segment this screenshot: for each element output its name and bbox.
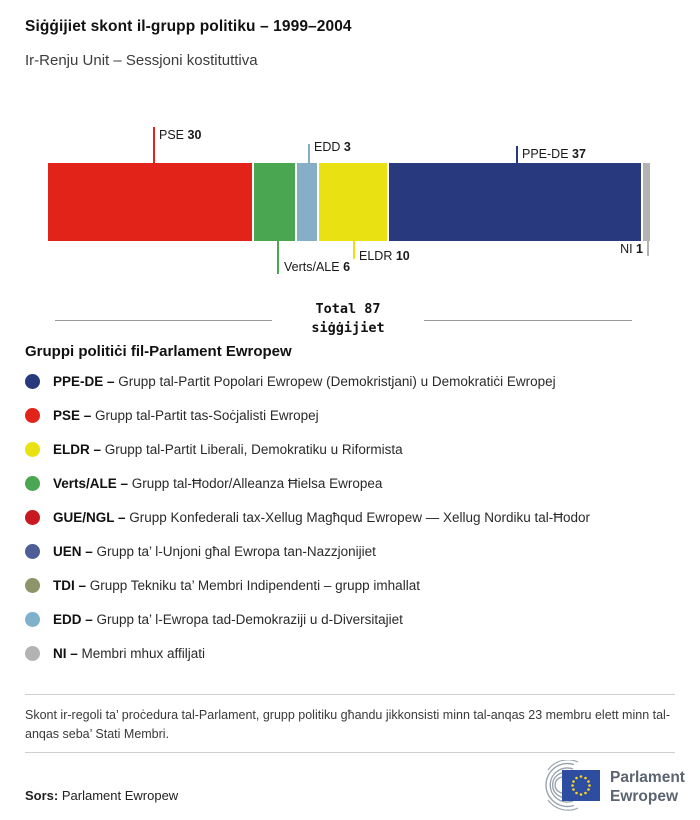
bar-segment-eldr xyxy=(319,163,388,241)
bar-label-ppede-value: 37 xyxy=(572,147,586,161)
bar-segment-ni xyxy=(643,163,650,241)
bar-label-verts-ale: Verts/ALE 6 xyxy=(284,260,350,274)
legend-label: Verts/ALE – Grupp tal-Ħodor/Alleanza Ħie… xyxy=(53,475,383,491)
bar-label-verts-ale-value: 6 xyxy=(343,260,351,274)
legend-dot-icon xyxy=(25,577,40,593)
bar-label-ppede: PPE-DE 37 xyxy=(522,147,586,161)
total-seats-label: Total 87 siġġijiet xyxy=(270,300,426,338)
logo-text-line2: Ewropew xyxy=(610,788,679,805)
legend-row: EDD – Grupp ta’ l-Ewropa tad-Demokraziji… xyxy=(25,602,680,636)
total-seats-line1: Total 87 xyxy=(315,301,381,317)
bar-label-eldr-value: 10 xyxy=(395,249,410,263)
legend-label: PPE-DE – Grupp tal-Partit Popolari Ewrop… xyxy=(53,373,556,389)
footnote-text: Skont ir-regoli ta’ proċedura tal-Parlam… xyxy=(25,708,670,742)
legend-row: ELDR – Grupp tal-Partit Liberali, Demokr… xyxy=(25,432,680,466)
parliament-logo-graphic: Parlament Ewropew xyxy=(545,759,685,811)
bar-label-ppede-name: PPE-DE xyxy=(522,147,569,161)
legend-list: PPE-DE – Grupp tal-Partit Popolari Ewrop… xyxy=(25,364,680,670)
callout-line-ni xyxy=(647,241,649,256)
bar-segment-pse xyxy=(48,163,253,241)
callout-line-ppede xyxy=(516,146,518,163)
legend-dot-icon xyxy=(25,475,40,491)
legend-dot-icon xyxy=(25,645,40,661)
bar-label-eldr-name: ELDR xyxy=(359,249,393,263)
bar-label-edd-name: EDD xyxy=(314,140,341,154)
legend-row: PSE – Grupp tal-Partit tas-Soċjalisti Ew… xyxy=(25,398,680,432)
source-divider xyxy=(25,752,675,753)
legend-row: GUE/NGL – Grupp Konfederali tax-Xellug M… xyxy=(25,500,680,534)
legend-label: EDD – Grupp ta’ l-Ewropa tad-Demokraziji… xyxy=(53,611,403,627)
legend-dot-icon xyxy=(25,543,40,559)
bar-label-pse-value: 30 xyxy=(187,128,202,142)
legend-dot-icon xyxy=(25,373,40,389)
bar-label-ni-value: 1 xyxy=(636,242,643,256)
legend-label: GUE/NGL – Grupp Konfederali tax-Xellug M… xyxy=(53,509,591,525)
legend-label: TDI – Grupp Tekniku ta’ Membri Indipende… xyxy=(53,577,420,593)
stacked-bar xyxy=(48,163,650,241)
legend-label: ELDR – Grupp tal-Partit Liberali, Demokr… xyxy=(53,441,403,457)
bar-label-edd-value: 3 xyxy=(343,140,351,154)
callout-line-verts-ale xyxy=(277,241,279,274)
eu-flag-icon xyxy=(562,770,600,801)
logo-text-line1: Parlament xyxy=(610,769,685,786)
bar-segment-ppe-de xyxy=(389,163,642,241)
bar-label-pse: PSE 30 xyxy=(159,128,201,142)
legend-label: NI – Membri mhux affiljati xyxy=(53,645,206,661)
total-divider-right xyxy=(424,320,632,321)
total-divider-left xyxy=(55,320,272,321)
legend-dot-icon xyxy=(25,611,40,627)
callout-line-eldr xyxy=(353,241,355,259)
bar-label-verts-ale-name: Verts/ALE xyxy=(284,260,340,274)
legend-dot-icon xyxy=(25,509,40,525)
bar-segment-edd xyxy=(296,163,318,241)
total-seats-line2: siġġijiet xyxy=(311,320,385,336)
bar-label-ni: NI 1 xyxy=(620,242,643,256)
legend-row: UEN – Grupp ta’ l-Unjoni għal Ewropa tan… xyxy=(25,534,680,568)
bar-label-edd: EDD 3 xyxy=(314,140,351,154)
bar-label-eldr: ELDR 10 xyxy=(359,249,410,263)
legend-label: UEN – Grupp ta’ l-Unjoni għal Ewropa tan… xyxy=(53,543,376,559)
callout-line-pse xyxy=(153,127,155,163)
eu-flag-stars xyxy=(571,775,591,796)
bar-label-pse-name: PSE xyxy=(159,128,185,142)
source-value: Parlament Ewropew xyxy=(61,788,179,803)
legend-heading: Gruppi politiċi fil-Parlament Ewropew xyxy=(25,343,292,360)
legend-dot-icon xyxy=(25,441,40,457)
legend-row: PPE-DE – Grupp tal-Partit Popolari Ewrop… xyxy=(25,364,680,398)
page-title: Siġġijiet skont il-grupp politiku – 1999… xyxy=(25,18,352,35)
source-label: Sors: xyxy=(25,788,59,803)
bar-segment-verts-ale xyxy=(254,163,295,241)
legend-label: PSE – Grupp tal-Partit tas-Soċjalisti Ew… xyxy=(53,407,319,423)
footnote-divider xyxy=(25,694,675,695)
parliament-logo: Parlament Ewropew xyxy=(510,759,688,817)
legend-dot-icon xyxy=(25,407,40,423)
legend-row: NI – Membri mhux affiljati xyxy=(25,636,680,670)
bar-label-ni-name: NI xyxy=(620,242,633,256)
page-subtitle: Ir-Renju Unit – Sessjoni kostituttiva xyxy=(25,52,258,69)
callout-line-edd xyxy=(308,144,310,163)
legend-row: TDI – Grupp Tekniku ta’ Membri Indipende… xyxy=(25,568,680,602)
legend-row: Verts/ALE – Grupp tal-Ħodor/Alleanza Ħie… xyxy=(25,466,680,500)
source-text: Sors: Parlament Ewropew xyxy=(25,788,178,803)
